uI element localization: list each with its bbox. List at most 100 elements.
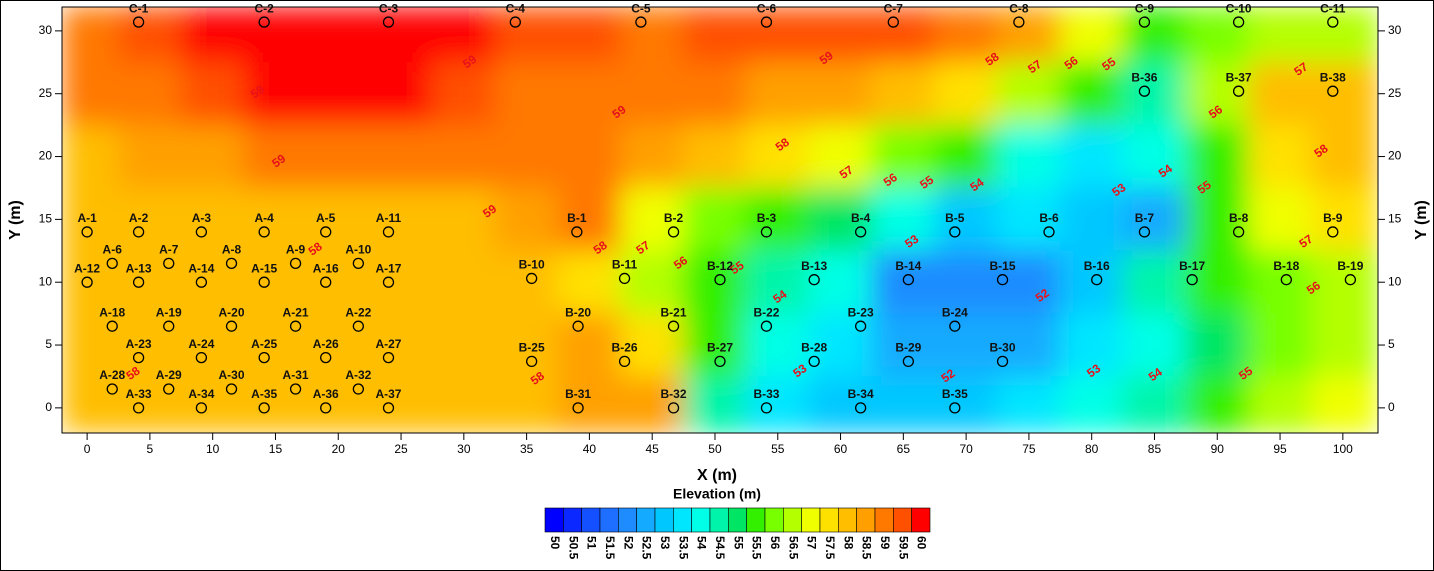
borehole-label: B-11 bbox=[612, 258, 638, 272]
borehole bbox=[225, 320, 238, 332]
field-cell bbox=[306, 7, 371, 63]
field-cell bbox=[683, 124, 747, 189]
field-cell bbox=[306, 187, 371, 252]
field-cell bbox=[1185, 375, 1250, 433]
field-cell bbox=[745, 124, 810, 189]
field-cell bbox=[871, 7, 936, 63]
borehole bbox=[258, 276, 270, 288]
field-cell bbox=[620, 250, 685, 315]
field-cell bbox=[118, 124, 182, 189]
colorbar-swatch bbox=[893, 507, 912, 533]
borehole-label: A-12 bbox=[74, 261, 100, 275]
y-tick-label: 30 bbox=[39, 23, 53, 37]
field-cell bbox=[557, 375, 622, 433]
borehole-label: B-24 bbox=[942, 305, 968, 319]
borehole-label: A-30 bbox=[219, 368, 245, 382]
x-tick-label: 35 bbox=[520, 442, 534, 456]
borehole bbox=[854, 226, 867, 238]
field-cell bbox=[620, 313, 685, 377]
borehole-label: B-20 bbox=[565, 305, 591, 319]
borehole-label: B-14 bbox=[895, 259, 921, 273]
field-cell bbox=[243, 375, 308, 433]
colorbar-label: 52.5 bbox=[640, 536, 654, 560]
colorbar-label: 57 bbox=[805, 536, 819, 550]
borehole bbox=[1138, 226, 1151, 238]
field-cell bbox=[494, 187, 559, 252]
field-cell bbox=[306, 313, 371, 377]
borehole bbox=[258, 351, 270, 364]
field-cell bbox=[1248, 61, 1312, 126]
field-cell bbox=[1122, 250, 1187, 315]
borehole-label: A-7 bbox=[159, 243, 179, 257]
borehole-label: A-3 bbox=[192, 211, 212, 225]
borehole-label: A-20 bbox=[219, 305, 245, 319]
field-cell bbox=[620, 7, 685, 63]
borehole bbox=[571, 226, 583, 238]
borehole-label: B-15 bbox=[990, 259, 1016, 273]
field-cell bbox=[494, 124, 559, 189]
borehole-label: A-16 bbox=[313, 261, 339, 275]
field-cell bbox=[997, 375, 1061, 433]
borehole bbox=[320, 276, 332, 288]
borehole bbox=[382, 16, 395, 28]
borehole-label: A-24 bbox=[188, 337, 214, 351]
field-cell bbox=[180, 187, 245, 252]
field-cell bbox=[306, 124, 371, 189]
field-cell bbox=[118, 250, 182, 315]
field-cell bbox=[494, 375, 559, 433]
borehole bbox=[760, 402, 773, 414]
y-tick-label-right: 5 bbox=[1388, 337, 1395, 351]
colorbar-label: 57.5 bbox=[823, 536, 837, 560]
field-cell bbox=[62, 124, 120, 189]
borehole-label: B-37 bbox=[1226, 70, 1252, 84]
borehole-label: A-32 bbox=[345, 368, 371, 382]
field-cell bbox=[620, 187, 685, 252]
colorbar-label: 51.5 bbox=[603, 536, 617, 560]
borehole bbox=[1138, 85, 1151, 97]
borehole-label: A-31 bbox=[283, 368, 309, 382]
borehole-label: B-12 bbox=[707, 259, 733, 273]
borehole-label: A-1 bbox=[77, 211, 97, 225]
field-cell bbox=[683, 7, 747, 63]
colorbar-swatch bbox=[618, 507, 637, 533]
field-cell bbox=[1185, 61, 1250, 126]
borehole bbox=[352, 383, 365, 395]
field-cell bbox=[557, 250, 622, 315]
field-cell bbox=[243, 124, 308, 189]
borehole-label: A-4 bbox=[254, 211, 274, 225]
borehole bbox=[1232, 226, 1245, 238]
field-cell bbox=[620, 61, 685, 126]
field-cell bbox=[997, 187, 1061, 252]
borehole bbox=[635, 16, 647, 28]
borehole bbox=[618, 355, 631, 368]
borehole bbox=[289, 320, 302, 332]
plot-border bbox=[61, 6, 1379, 434]
field-cell bbox=[431, 124, 496, 189]
borehole-label: B-8 bbox=[1229, 211, 1249, 225]
field-cell bbox=[306, 375, 371, 433]
borehole-label: A-27 bbox=[375, 337, 401, 351]
borehole-label: B-13 bbox=[801, 259, 827, 273]
x-tick-label: 60 bbox=[834, 442, 848, 456]
field-cell bbox=[306, 250, 371, 315]
borehole-label: B-35 bbox=[942, 387, 968, 401]
field-cell bbox=[306, 61, 371, 126]
borehole-label: B-32 bbox=[661, 387, 687, 401]
field-cell bbox=[934, 7, 999, 63]
field-cell bbox=[934, 250, 999, 315]
borehole bbox=[106, 383, 118, 395]
borehole bbox=[1091, 274, 1103, 286]
field-cell bbox=[745, 313, 810, 377]
field-cell bbox=[1185, 313, 1250, 377]
field-cell bbox=[1122, 187, 1187, 252]
field-cell bbox=[1310, 313, 1378, 377]
x-tick-label: 65 bbox=[897, 442, 911, 456]
field-cell bbox=[369, 313, 433, 377]
colorbar-label: 56 bbox=[768, 536, 782, 550]
borehole-label: C-8 bbox=[1009, 1, 1029, 15]
field-cell bbox=[934, 124, 999, 189]
borehole bbox=[132, 402, 145, 414]
borehole bbox=[572, 320, 584, 332]
borehole-label: B-29 bbox=[895, 341, 921, 355]
field-cell bbox=[1185, 124, 1250, 189]
